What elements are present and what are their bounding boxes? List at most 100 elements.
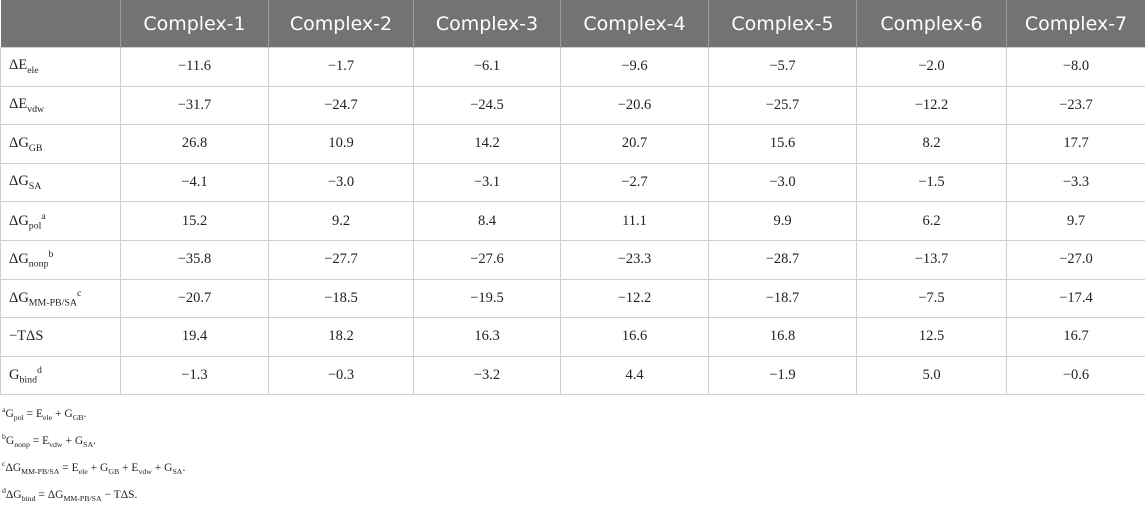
- value-cell: 16.8: [709, 318, 857, 357]
- value-cell: 9.7: [1007, 202, 1145, 241]
- text-segment: bind: [19, 375, 37, 386]
- table-row: ΔGMM-PB/SAc−20.7−18.5−19.5−12.2−18.7−7.5…: [1, 279, 1145, 318]
- value-cell: −27.6: [414, 240, 561, 279]
- text-segment: .: [182, 462, 185, 474]
- table-body: ΔEele −11.6−1.7−6.1−9.6−5.7−2.0−8.0 ΔEvdw −…: [1, 48, 1145, 395]
- column-header: Complex-5: [709, 0, 857, 48]
- text-segment: nonp: [29, 259, 49, 270]
- text-segment: MM-PB/SA: [21, 467, 59, 476]
- value-cell: −17.4: [1007, 279, 1145, 318]
- value-cell: −19.5: [414, 279, 561, 318]
- value-cell: 8.4: [414, 202, 561, 241]
- text-segment: + G: [152, 462, 173, 474]
- text-segment: ΔE: [9, 57, 27, 73]
- row-label: −TΔS: [1, 318, 121, 357]
- row-label: Gbindd: [1, 356, 121, 395]
- text-segment: = ΔG: [36, 489, 64, 501]
- footnote: dΔGbind = ΔGMM-PB/SA − TΔS.: [2, 482, 1145, 509]
- value-cell: −25.7: [709, 86, 857, 125]
- value-cell: −12.2: [857, 86, 1007, 125]
- value-cell: −9.6: [561, 48, 709, 87]
- value-cell: −20.7: [121, 279, 269, 318]
- value-cell: −2.0: [857, 48, 1007, 87]
- text-segment: − TΔS.: [102, 489, 138, 501]
- text-segment: vdw: [138, 467, 151, 476]
- row-label: ΔEvdw: [1, 86, 121, 125]
- value-cell: −24.7: [269, 86, 414, 125]
- value-cell: 18.2: [269, 318, 414, 357]
- text-segment: + E: [119, 462, 138, 474]
- value-cell: 9.2: [269, 202, 414, 241]
- text-segment: GB: [29, 142, 43, 153]
- column-header: Complex-4: [561, 0, 709, 48]
- column-header: Complex-2: [269, 0, 414, 48]
- text-segment: ΔG: [9, 173, 29, 189]
- value-cell: −3.0: [269, 163, 414, 202]
- text-segment: nonp: [14, 440, 30, 449]
- value-cell: −27.0: [1007, 240, 1145, 279]
- text-segment: = E: [30, 435, 49, 447]
- value-cell: −23.7: [1007, 86, 1145, 125]
- text-segment: a: [41, 211, 45, 222]
- text-segment: + G: [88, 462, 109, 474]
- text-segment: .: [84, 408, 87, 420]
- text-segment: c: [77, 288, 81, 299]
- text-segment: pol: [14, 413, 24, 422]
- text-segment: G: [5, 408, 13, 420]
- value-cell: −28.7: [709, 240, 857, 279]
- text-segment: ΔG: [9, 213, 29, 229]
- value-cell: 11.1: [561, 202, 709, 241]
- row-label: ΔGMM-PB/SAc: [1, 279, 121, 318]
- text-segment: GB: [108, 467, 119, 476]
- value-cell: −8.0: [1007, 48, 1145, 87]
- text-segment: .: [93, 435, 96, 447]
- text-segment: GB: [73, 413, 84, 422]
- value-cell: −23.3: [561, 240, 709, 279]
- text-segment: + G: [52, 408, 73, 420]
- text-segment: ele: [43, 413, 52, 422]
- value-cell: 16.3: [414, 318, 561, 357]
- text-segment: G: [9, 367, 19, 383]
- column-header: Complex-1: [121, 0, 269, 48]
- value-cell: −6.1: [414, 48, 561, 87]
- value-cell: 17.7: [1007, 125, 1145, 164]
- value-cell: −12.2: [561, 279, 709, 318]
- value-cell: −3.0: [709, 163, 857, 202]
- value-cell: 19.4: [121, 318, 269, 357]
- column-header: Complex-6: [857, 0, 1007, 48]
- value-cell: −1.7: [269, 48, 414, 87]
- value-cell: 26.8: [121, 125, 269, 164]
- footnote: bGnonp = Evdw + GSA.: [2, 428, 1145, 455]
- value-cell: −5.7: [709, 48, 857, 87]
- text-segment: ΔG: [9, 251, 29, 267]
- value-cell: −20.6: [561, 86, 709, 125]
- text-segment: ΔG: [5, 462, 21, 474]
- value-cell: 12.5: [857, 318, 1007, 357]
- column-header: Complex-3: [414, 0, 561, 48]
- text-segment: G: [6, 435, 14, 447]
- value-cell: 8.2: [857, 125, 1007, 164]
- text-segment: ele: [27, 65, 38, 76]
- value-cell: −0.6: [1007, 356, 1145, 395]
- row-label: ΔGGB: [1, 125, 121, 164]
- value-cell: −3.2: [414, 356, 561, 395]
- text-segment: SA: [29, 181, 42, 192]
- value-cell: −11.6: [121, 48, 269, 87]
- value-cell: −18.7: [709, 279, 857, 318]
- row-label: ΔGpola: [1, 202, 121, 241]
- value-cell: 15.2: [121, 202, 269, 241]
- footnotes: aGpol = Eele + GGB.bGnonp = Evdw + GSA.c…: [0, 395, 1145, 508]
- value-cell: −2.7: [561, 163, 709, 202]
- value-cell: 9.9: [709, 202, 857, 241]
- table-row: ΔEele −11.6−1.7−6.1−9.6−5.7−2.0−8.0: [1, 48, 1145, 87]
- table-row: ΔGSA−4.1−3.0−3.1−2.7−3.0−1.5−3.3: [1, 163, 1145, 202]
- value-cell: 16.6: [561, 318, 709, 357]
- value-cell: 15.6: [709, 125, 857, 164]
- text-segment: ΔG: [6, 489, 22, 501]
- text-segment: ele: [79, 467, 88, 476]
- row-label: ΔGSA: [1, 163, 121, 202]
- text-segment: SA: [172, 467, 182, 476]
